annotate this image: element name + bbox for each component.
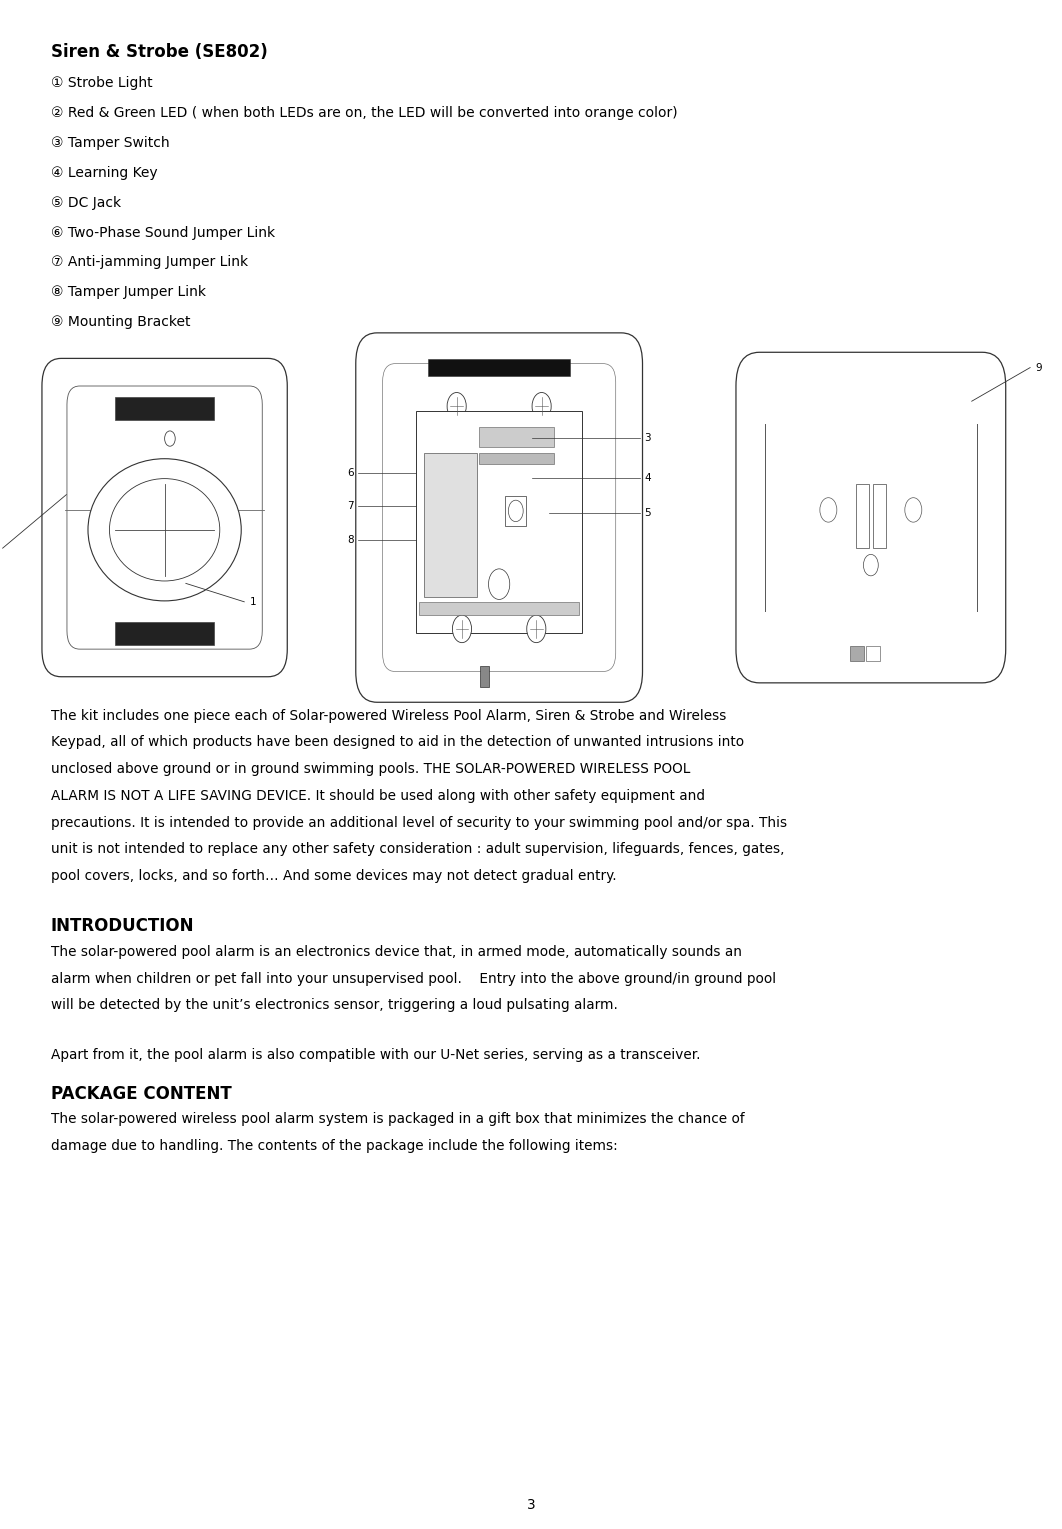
Text: Keypad, all of which products have been designed to aid in the detection of unwa: Keypad, all of which products have been … xyxy=(51,735,744,749)
Text: 9: 9 xyxy=(1035,362,1042,373)
Bar xyxy=(480,665,489,687)
Ellipse shape xyxy=(88,459,241,601)
Bar xyxy=(479,453,554,465)
Circle shape xyxy=(165,431,175,446)
Text: Siren & Strobe (SE802): Siren & Strobe (SE802) xyxy=(51,43,268,61)
FancyBboxPatch shape xyxy=(382,364,616,671)
FancyBboxPatch shape xyxy=(736,352,1006,683)
Bar xyxy=(866,647,880,662)
Circle shape xyxy=(447,393,466,420)
Bar xyxy=(416,411,582,633)
Circle shape xyxy=(527,615,546,642)
Bar xyxy=(506,495,527,526)
Text: ③ Tamper Switch: ③ Tamper Switch xyxy=(51,136,170,150)
Circle shape xyxy=(820,497,837,521)
Circle shape xyxy=(452,615,472,642)
Text: precautions. It is intended to provide an additional level of security to your s: precautions. It is intended to provide a… xyxy=(51,815,787,830)
Text: ② Red & Green LED ( when both LEDs are on, the LED will be converted into orange: ② Red & Green LED ( when both LEDs are o… xyxy=(51,106,678,121)
Text: ④ Learning Key: ④ Learning Key xyxy=(51,165,157,180)
Text: 6: 6 xyxy=(347,468,354,479)
Bar xyxy=(419,602,579,615)
Bar xyxy=(115,398,215,419)
FancyBboxPatch shape xyxy=(41,358,287,677)
FancyBboxPatch shape xyxy=(67,385,262,650)
Text: alarm when children or pet fall into your unsupervised pool.    Entry into the a: alarm when children or pet fall into you… xyxy=(51,971,776,986)
Circle shape xyxy=(905,497,922,521)
Text: ⑥ Two-Phase Sound Jumper Link: ⑥ Two-Phase Sound Jumper Link xyxy=(51,225,275,240)
Text: ⑦ Anti-jamming Jumper Link: ⑦ Anti-jamming Jumper Link xyxy=(51,255,249,269)
Text: The solar-powered wireless pool alarm system is packaged in a gift box that mini: The solar-powered wireless pool alarm sy… xyxy=(51,1112,744,1127)
Text: 3: 3 xyxy=(645,433,651,443)
Text: The kit includes one piece each of Solar-powered Wireless Pool Alarm, Siren & St: The kit includes one piece each of Solar… xyxy=(51,708,726,723)
Text: 7: 7 xyxy=(347,502,354,512)
Circle shape xyxy=(509,500,524,521)
Bar xyxy=(424,453,477,598)
Text: unclosed above ground or in ground swimming pools. THE SOLAR-POWERED WIRELESS PO: unclosed above ground or in ground swimm… xyxy=(51,761,690,777)
Text: pool covers, locks, and so forth… And some devices may not detect gradual entry.: pool covers, locks, and so forth… And so… xyxy=(51,868,617,884)
Text: PACKAGE CONTENT: PACKAGE CONTENT xyxy=(51,1084,232,1102)
Text: 5: 5 xyxy=(645,508,651,518)
Bar xyxy=(479,427,554,446)
Circle shape xyxy=(489,569,510,599)
Text: ALARM IS NOT A LIFE SAVING DEVICE. It should be used along with other safety equ: ALARM IS NOT A LIFE SAVING DEVICE. It sh… xyxy=(51,789,705,803)
Text: Apart from it, the pool alarm is also compatible with our U-Net series, serving : Apart from it, the pool alarm is also co… xyxy=(51,1047,701,1063)
Bar xyxy=(115,622,215,645)
Text: INTRODUCTION: INTRODUCTION xyxy=(51,917,194,936)
Text: will be detected by the unit’s electronics sensor, triggering a loud pulsating a: will be detected by the unit’s electroni… xyxy=(51,998,618,1012)
Bar xyxy=(428,359,570,376)
Circle shape xyxy=(532,393,551,420)
Circle shape xyxy=(863,555,878,576)
FancyBboxPatch shape xyxy=(356,333,643,702)
Text: 3: 3 xyxy=(527,1497,535,1512)
Text: ⑧ Tamper Jumper Link: ⑧ Tamper Jumper Link xyxy=(51,284,206,300)
Text: unit is not intended to replace any other safety consideration : adult supervisi: unit is not intended to replace any othe… xyxy=(51,842,785,856)
Text: 8: 8 xyxy=(347,535,354,544)
Bar xyxy=(856,483,869,547)
Text: damage due to handling. The contents of the package include the following items:: damage due to handling. The contents of … xyxy=(51,1139,618,1153)
Text: 4: 4 xyxy=(645,472,651,483)
Bar xyxy=(873,483,886,547)
Text: The solar-powered pool alarm is an electronics device that, in armed mode, autom: The solar-powered pool alarm is an elect… xyxy=(51,945,742,959)
Text: ① Strobe Light: ① Strobe Light xyxy=(51,76,153,90)
Bar xyxy=(850,647,864,662)
Ellipse shape xyxy=(109,479,220,581)
Text: ⑨ Mounting Bracket: ⑨ Mounting Bracket xyxy=(51,315,190,329)
Text: ⑤ DC Jack: ⑤ DC Jack xyxy=(51,196,121,209)
Text: 1: 1 xyxy=(250,596,256,607)
